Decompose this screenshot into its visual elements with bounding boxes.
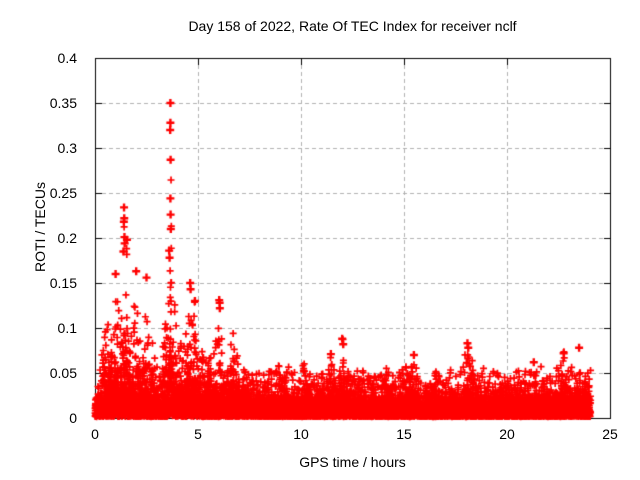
x-tick-label: 25	[602, 426, 618, 442]
x-tick-label: 15	[396, 426, 412, 442]
y-tick-label: 0.4	[57, 50, 77, 66]
x-tick-label: 10	[293, 426, 309, 442]
y-tick-label: 0.1	[57, 320, 77, 336]
x-tick-label: 20	[499, 426, 515, 442]
y-tick-label: 0.3	[57, 140, 77, 156]
chart-title: Day 158 of 2022, Rate Of TEC Index for r…	[188, 18, 517, 34]
y-tick-label: 0.2	[57, 230, 77, 246]
x-tick-label: 0	[91, 426, 99, 442]
y-tick-label: 0.05	[49, 365, 77, 381]
y-tick-label: 0	[69, 410, 77, 426]
x-axis-title: GPS time / hours	[299, 454, 406, 470]
y-tick-label: 0.15	[49, 275, 77, 291]
y-tick-label: 0.25	[49, 185, 77, 201]
x-tick-label: 5	[194, 426, 202, 442]
y-tick-label: 0.35	[49, 95, 77, 111]
